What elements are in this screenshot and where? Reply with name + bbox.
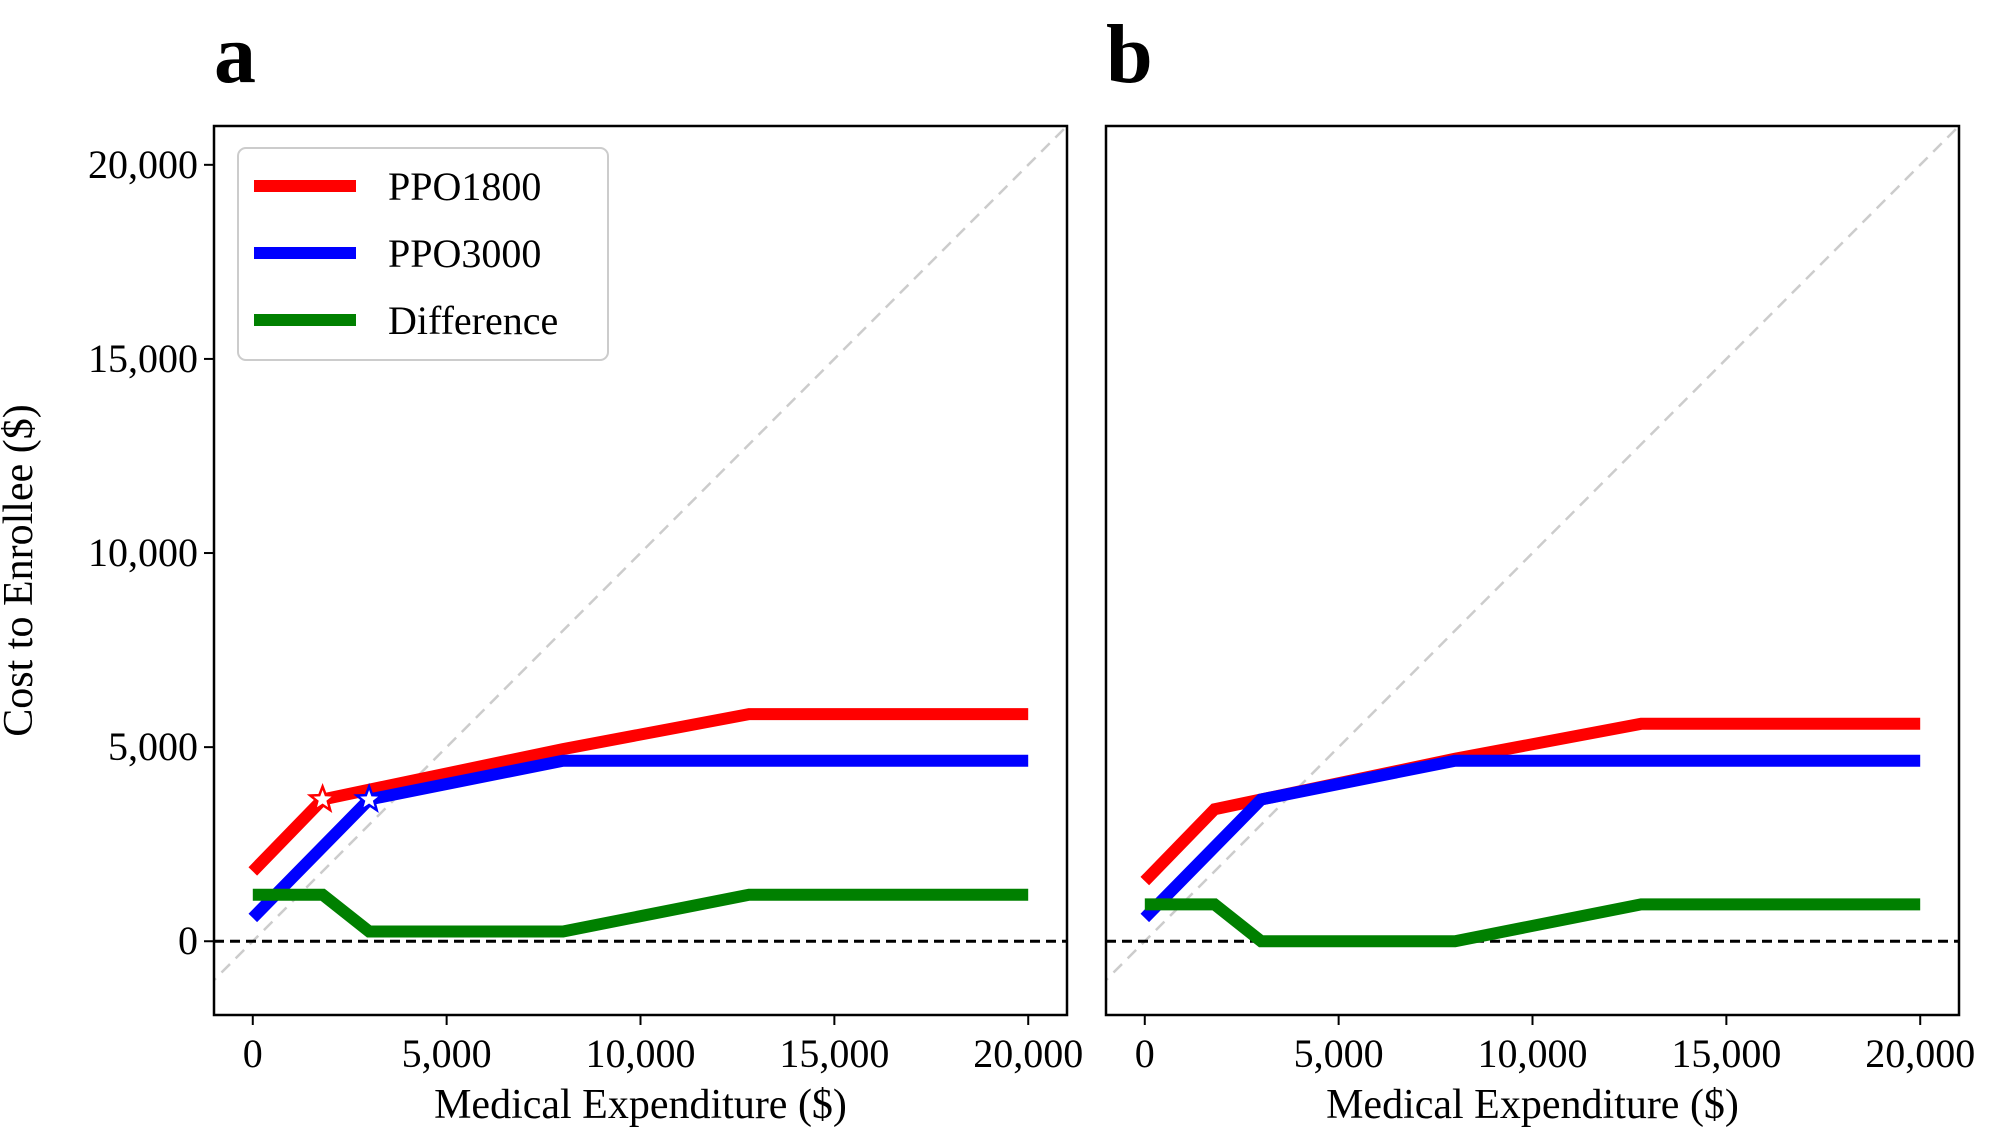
series-1-line (1140, 754, 1921, 923)
plot-area (214, 126, 1067, 982)
y-tick-label: 20,000 (88, 142, 198, 187)
series-2-line (1144, 898, 1921, 948)
x-tick-label: 5,000 (402, 1031, 492, 1076)
x-tick-label: 10,000 (586, 1031, 696, 1076)
y-tick-label: 5,000 (108, 724, 198, 769)
ppo1800-line (248, 708, 1029, 876)
x-axis-label: Medical Expenditure ($) (1326, 1082, 1739, 1128)
y-tick-label: 15,000 (88, 336, 198, 381)
x-axis-label: Medical Expenditure ($) (434, 1082, 847, 1128)
star-marker (353, 782, 385, 813)
x-tick-label: 20,000 (973, 1031, 1083, 1076)
y-tick-label: 0 (178, 918, 198, 963)
panel-letter: a (214, 8, 256, 101)
legend-label-ppo1800: PPO1800 (388, 164, 541, 209)
x-tick-label: 0 (1135, 1031, 1155, 1076)
x-tick-label: 15,000 (1671, 1031, 1781, 1076)
difference-line (252, 888, 1029, 938)
panel-b: b 0 5,000 10,000 15,000 20,000 Medical Expendi… (1104, 8, 1975, 1128)
plot-frame (1104, 124, 1961, 1017)
y-tick-label: 10,000 (88, 530, 198, 575)
x-tick-label: 15,000 (779, 1031, 889, 1076)
diagonal-reference-line (214, 126, 1067, 982)
x-tick-label: 10,000 (1478, 1031, 1588, 1076)
legend-label-difference: Difference (388, 298, 558, 343)
panel-a: a 0 5,000 10,000 15,000 20,000 0 5,000 10,000 15,… (0, 8, 1083, 1128)
x-tick-label: 20,000 (1865, 1031, 1975, 1076)
ppo3000-line (248, 754, 1029, 923)
legend-box (237, 147, 609, 361)
plot-area (1106, 126, 1959, 982)
y-axis-label: Cost to Enrollee ($) (0, 404, 42, 736)
diagonal-reference-line (1106, 126, 1959, 982)
legend: PPO1800 PPO3000 Difference (237, 147, 609, 361)
x-tick-label: 0 (243, 1031, 263, 1076)
legend-label-ppo3000: PPO3000 (388, 231, 541, 276)
x-tick-label: 5,000 (1294, 1031, 1384, 1076)
star-marker (306, 782, 339, 813)
panel-letter: b (1106, 8, 1153, 101)
